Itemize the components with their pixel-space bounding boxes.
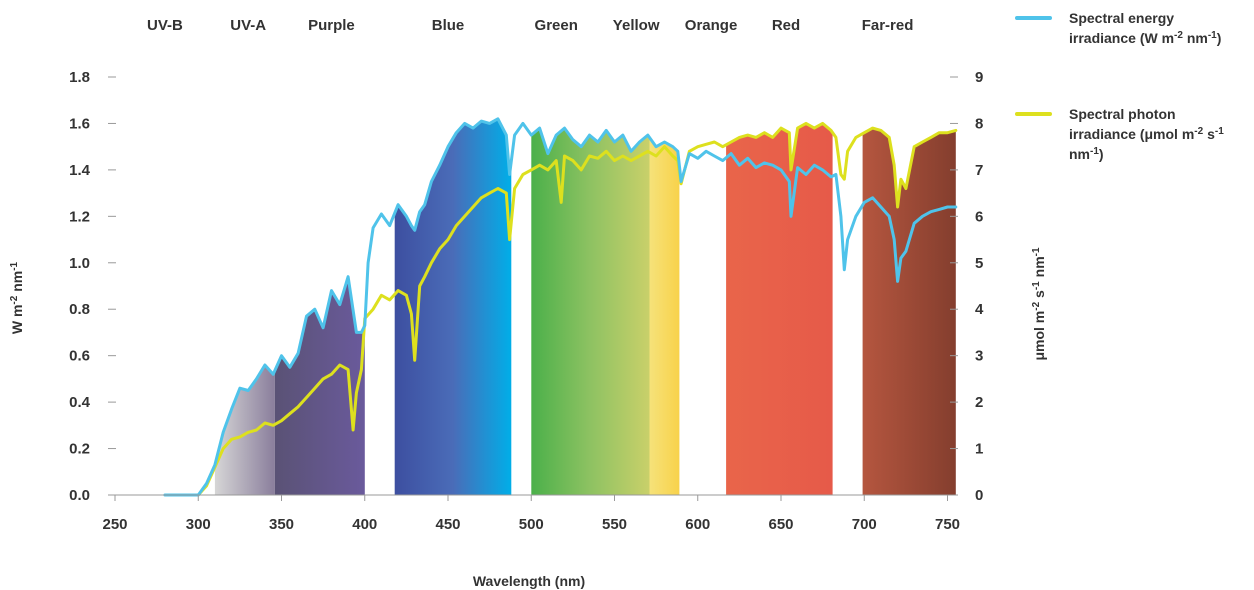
y-right-tick-label: 9 (975, 69, 983, 86)
x-tick-label: 400 (352, 516, 377, 533)
band-label: Green (535, 17, 578, 34)
photon-irradiance-line (180, 121, 958, 497)
y-left-tick-label: 1.4 (69, 162, 91, 179)
band-label: Purple (308, 17, 355, 34)
band-label: UV-B (147, 17, 183, 34)
y-left-tick-label: 1.6 (69, 115, 90, 132)
band-label: UV-A (230, 17, 266, 34)
x-tick-label: 500 (519, 516, 544, 533)
legend-label: Spectral photon (1069, 106, 1176, 122)
y-left-tick-label: 0.6 (69, 348, 90, 365)
y-axis-left-label: W m-2 nm-1 (9, 261, 26, 334)
x-tick-label: 600 (685, 516, 710, 533)
x-tick-label: 450 (435, 516, 460, 533)
y-axis-right-label: μmol m-2 s-1 nm-1 (1031, 247, 1048, 361)
series-lines (163, 117, 958, 497)
y-left-tick-label: 0.0 (69, 487, 90, 504)
y-right-tick-label: 8 (975, 115, 983, 132)
y-right-tick-label: 4 (975, 301, 984, 318)
legend-label: irradiance (W m-2 nm-1) (1069, 30, 1221, 47)
band-label: Orange (685, 17, 738, 34)
x-tick-label: 700 (852, 516, 877, 533)
y-right-tick-label: 6 (975, 208, 983, 225)
band-fill (274, 276, 365, 495)
spectral-bands (214, 118, 956, 496)
energy-irradiance-line (163, 117, 958, 497)
band-label: Red (772, 17, 800, 34)
legend: Spectral energy irradiance (W m-2 nm-1) Sp… (1015, 10, 1224, 163)
x-axis-title: Wavelength (nm) (473, 573, 585, 589)
x-tick-label: 650 (768, 516, 793, 533)
band-label: Far-red (862, 17, 914, 34)
y-left-tick-label: 0.4 (69, 394, 91, 411)
band-labels: UV-B UV-A Purple Blue Green Yellow Orange Red Fa… (147, 17, 913, 34)
x-tick-label: 250 (102, 516, 127, 533)
band-label: Blue (432, 17, 465, 34)
band-label: Yellow (613, 17, 660, 34)
band-fill (531, 128, 650, 495)
band-fill (649, 137, 680, 495)
y-axis-right-title: μmol m-2 s-1 nm-1 (1031, 247, 1048, 361)
x-tick-label: 750 (935, 516, 960, 533)
x-tick-label: 350 (269, 516, 294, 533)
y-left-tick-label: 1.0 (69, 255, 90, 272)
y-right-tick-label: 2 (975, 394, 983, 411)
y-right-tick-label: 5 (975, 255, 983, 272)
y-left-tick-label: 1.8 (69, 69, 90, 86)
y-left-tick-label: 0.8 (69, 301, 90, 318)
y-right-tick-label: 3 (975, 348, 983, 365)
x-tick-label: 550 (602, 516, 627, 533)
y-axis-left-title: W m-2 nm-1 (9, 261, 26, 334)
legend-label: nm-1) (1069, 146, 1104, 163)
band-fill (862, 128, 956, 495)
axes: Wavelength (nm) W m-2 nm-1 μmol m-2 s-1 … (9, 69, 1048, 589)
band-fill (726, 123, 833, 496)
legend-label: Spectral energy (1069, 10, 1174, 26)
x-tick-label: 300 (186, 516, 211, 533)
band-fill (394, 118, 512, 496)
legend-label: irradiance (μmol m-2 s-1 (1069, 126, 1224, 143)
y-left-tick-label: 1.2 (69, 208, 90, 225)
y-left-tick-label: 0.2 (69, 441, 90, 458)
band-fill (214, 365, 275, 495)
y-right-tick-label: 0 (975, 487, 983, 504)
y-right-tick-label: 7 (975, 162, 983, 179)
y-right-tick-label: 1 (975, 441, 983, 458)
